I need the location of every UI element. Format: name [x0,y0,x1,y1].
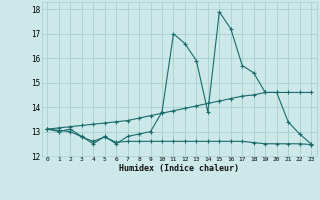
X-axis label: Humidex (Indice chaleur): Humidex (Indice chaleur) [119,164,239,173]
